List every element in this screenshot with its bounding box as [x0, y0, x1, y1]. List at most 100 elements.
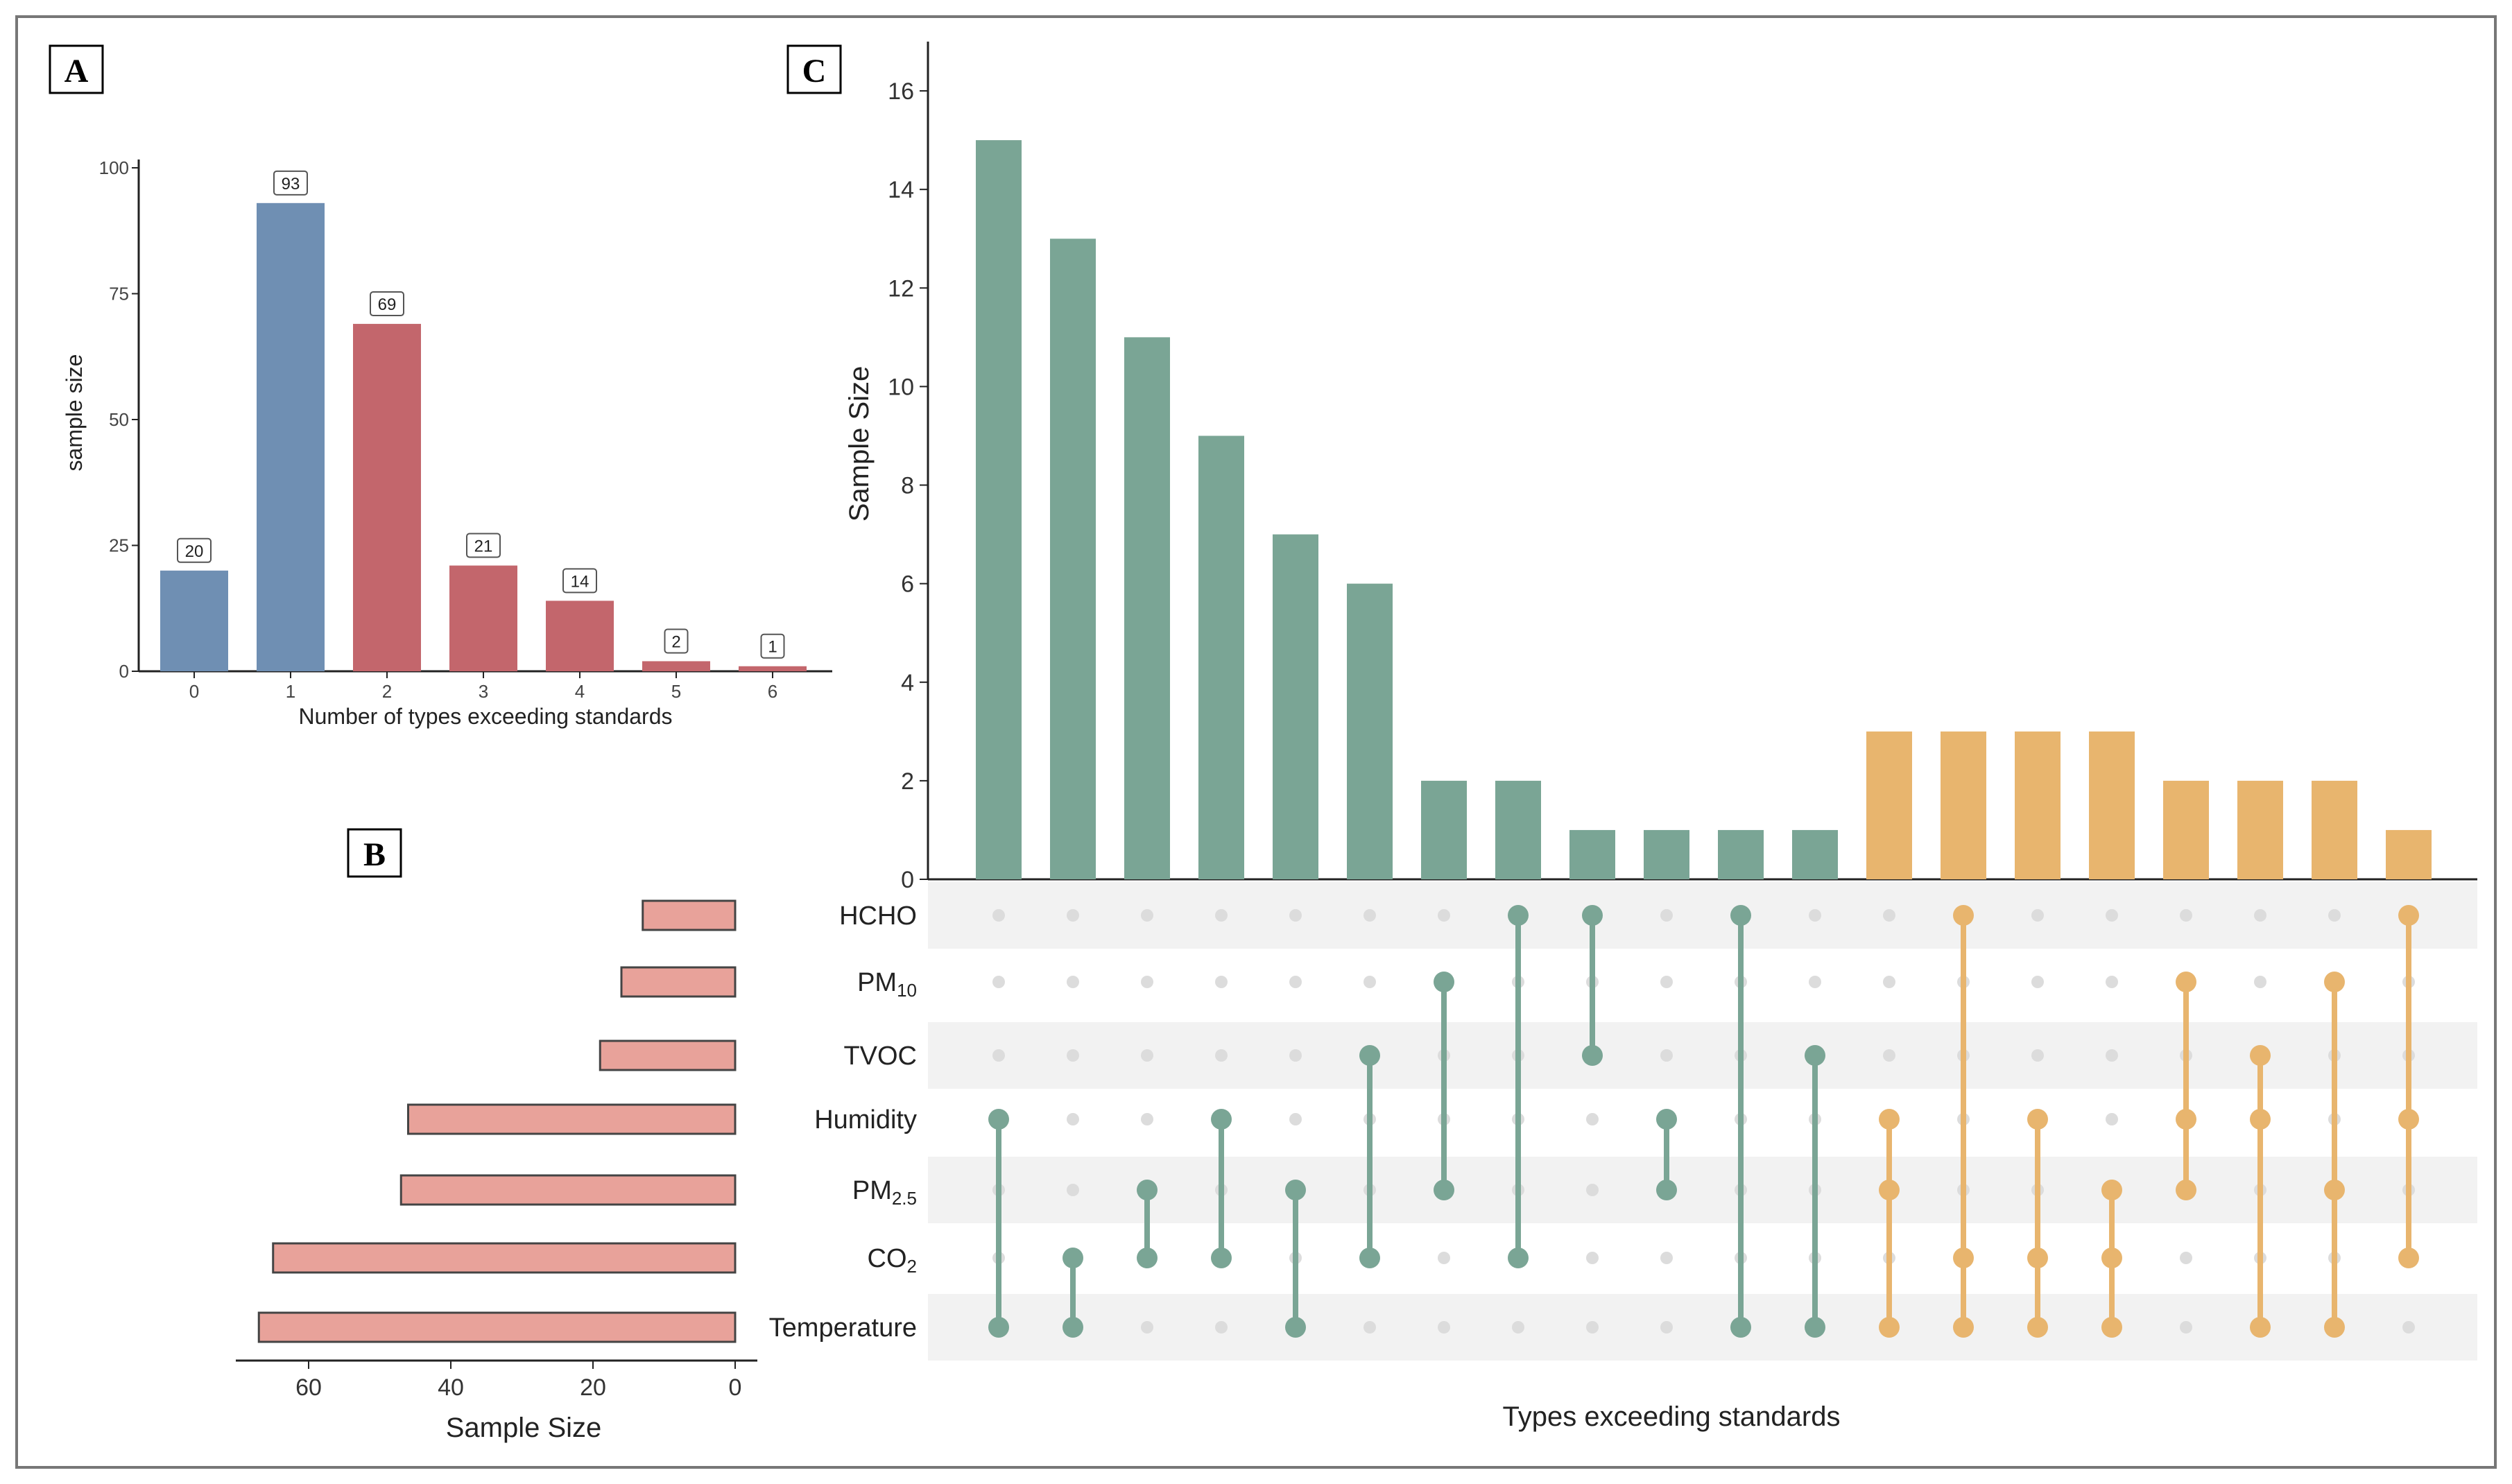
panel-c-matrix-dot-filled	[1582, 1045, 1603, 1066]
panel-a-bar	[257, 202, 325, 671]
panel-c-matrix-dot-empty	[1141, 1049, 1153, 1062]
panel-c-matrix-dot-filled	[2398, 1109, 2419, 1130]
panel-c-matrix-stripe	[928, 1157, 2477, 1223]
panel-c-set-label: HCHO	[839, 901, 917, 931]
panel-c-matrix-dot-filled	[988, 1317, 1009, 1338]
panel-b-bar	[599, 1039, 737, 1071]
panel-c-matrix-stripe	[928, 882, 2477, 949]
panel-c-matrix-dot-empty	[1809, 909, 1821, 922]
panel-a-xtick-label: 4	[575, 681, 585, 702]
panel-c-bar	[1569, 829, 1615, 879]
panel-c-bar	[2312, 780, 2357, 879]
panel-c-matrix-dot-filled	[2250, 1109, 2271, 1130]
panel-c-matrix-dot-empty	[1883, 909, 1895, 922]
panel-c-ytick-label: 16	[888, 78, 914, 105]
panel-c-matrix-dot-empty	[1363, 1321, 1376, 1334]
panel-c-ytick-label: 14	[888, 177, 914, 203]
panel-c-set-label: PM10	[857, 968, 917, 1001]
panel-a-value-label: 21	[474, 537, 493, 556]
panel-c-matrix-dot-empty	[1215, 1321, 1228, 1334]
panel-c-matrix-dot-empty	[2031, 909, 2044, 922]
panel-label-c: C	[786, 44, 842, 94]
panel-c-matrix-dot-empty	[2180, 909, 2192, 922]
panel-a-ytick-label: 25	[109, 535, 129, 556]
panel-a-value-label-box	[760, 633, 785, 659]
panel-c-bar	[2386, 829, 2432, 879]
panel-c-matrix-dot-empty	[992, 1049, 1005, 1062]
panel-c-matrix-dot-filled	[1805, 1317, 1825, 1338]
panel-c-matrix-dot-empty	[1289, 1113, 1302, 1125]
panel-c-matrix-dot-filled	[1508, 905, 1529, 926]
panel-c-matrix-dot-filled	[2324, 972, 2345, 992]
panel-c-matrix-dot-empty	[1586, 1113, 1599, 1125]
panel-b-xtick-label: 0	[729, 1374, 742, 1401]
panel-b-bar	[407, 1103, 737, 1135]
panel-c-matrix-dot-empty	[1067, 1184, 1079, 1196]
panel-c-matrix-dot-filled	[2176, 972, 2196, 992]
panel-c-matrix-dot-filled	[2176, 1109, 2196, 1130]
panel-c-matrix-dot-empty	[1586, 1184, 1599, 1196]
panel-c-matrix-dot-filled	[1656, 1180, 1677, 1200]
panel-a-value-label-box	[273, 170, 308, 196]
figure-border	[15, 15, 2497, 1469]
panel-c-bar	[2015, 731, 2061, 879]
panel-a-xtick-label: 0	[189, 681, 199, 702]
panel-a-bar	[739, 666, 807, 671]
panel-b-bar	[642, 899, 737, 931]
panel-c-matrix-dot-filled	[2101, 1248, 2122, 1268]
panel-c-matrix-dot-filled	[1137, 1180, 1158, 1200]
panel-c-matrix-dot-empty	[1660, 1321, 1673, 1334]
panel-a-bar	[160, 570, 228, 671]
panel-c-bar	[1198, 435, 1244, 879]
panel-c-matrix-dot-filled	[1508, 1248, 1529, 1268]
panel-c-matrix-dot-filled	[1879, 1109, 1900, 1130]
panel-a-ytick-label: 100	[99, 157, 129, 178]
panel-c-matrix-dot-empty	[2031, 976, 2044, 988]
panel-c-matrix-dot-empty	[1215, 909, 1228, 922]
panel-b-bar	[620, 966, 737, 998]
panel-c-matrix-dot-filled	[1730, 1317, 1751, 1338]
panel-c-ytick-label: 10	[888, 374, 914, 400]
panel-c-matrix-dot-empty	[1067, 1049, 1079, 1062]
panel-a-bar	[353, 324, 421, 671]
panel-c-matrix-dot-filled	[1211, 1248, 1232, 1268]
panel-c-bar	[1421, 780, 1467, 879]
panel-c-matrix-dot-empty	[1586, 1252, 1599, 1264]
panel-c-matrix-dot-filled	[1211, 1109, 1232, 1130]
panel-a-xtick-label: 6	[768, 681, 777, 702]
panel-label-c-text: C	[802, 53, 827, 89]
panel-c-matrix-dot-empty	[1363, 909, 1376, 922]
panel-c-bar	[976, 140, 1022, 879]
panel-c-matrix-dot-filled	[2101, 1180, 2122, 1200]
panel-c-matrix-dot-filled	[1953, 1317, 1974, 1338]
panel-c-matrix-dot-filled	[2324, 1180, 2345, 1200]
panel-c-matrix-dot-empty	[1438, 1252, 1450, 1264]
panel-a-value-label: 93	[282, 175, 300, 193]
panel-c-matrix-dot-empty	[1289, 976, 1302, 988]
panel-c-matrix-dot-filled	[1656, 1109, 1677, 1130]
panel-c-bar	[1124, 337, 1170, 880]
panel-c-matrix-dot-filled	[1879, 1317, 1900, 1338]
panel-c-matrix-dot-empty	[2106, 1113, 2118, 1125]
panel-c-matrix-dot-filled	[1730, 905, 1751, 926]
panel-c-matrix-dot-filled	[1953, 905, 1974, 926]
panel-c-matrix-dot-filled	[1285, 1317, 1306, 1338]
panel-c-matrix-dot-filled	[1953, 1248, 1974, 1268]
panel-c-matrix-dot-filled	[2324, 1317, 2345, 1338]
panel-label-b: B	[347, 828, 402, 878]
panel-a-value-label: 1	[768, 638, 777, 657]
panel-c-matrix-dot-filled	[1582, 905, 1603, 926]
panel-c-matrix-dot-empty	[1067, 976, 1079, 988]
panel-c-matrix-dot-empty	[2254, 976, 2266, 988]
panel-c-matrix-dot-empty	[1067, 1113, 1079, 1125]
panel-b-bar	[272, 1242, 737, 1274]
panel-c-ytick-label: 4	[901, 670, 914, 696]
panel-a-bar	[642, 661, 710, 671]
panel-b-bar	[399, 1174, 737, 1206]
panel-a-value-label: 14	[571, 572, 590, 591]
panel-c-matrix-dot-empty	[2180, 1252, 2192, 1264]
panel-c-bar	[2237, 780, 2283, 879]
panel-c-matrix-dot-empty	[1141, 976, 1153, 988]
panel-a-value-label-box	[562, 568, 597, 594]
